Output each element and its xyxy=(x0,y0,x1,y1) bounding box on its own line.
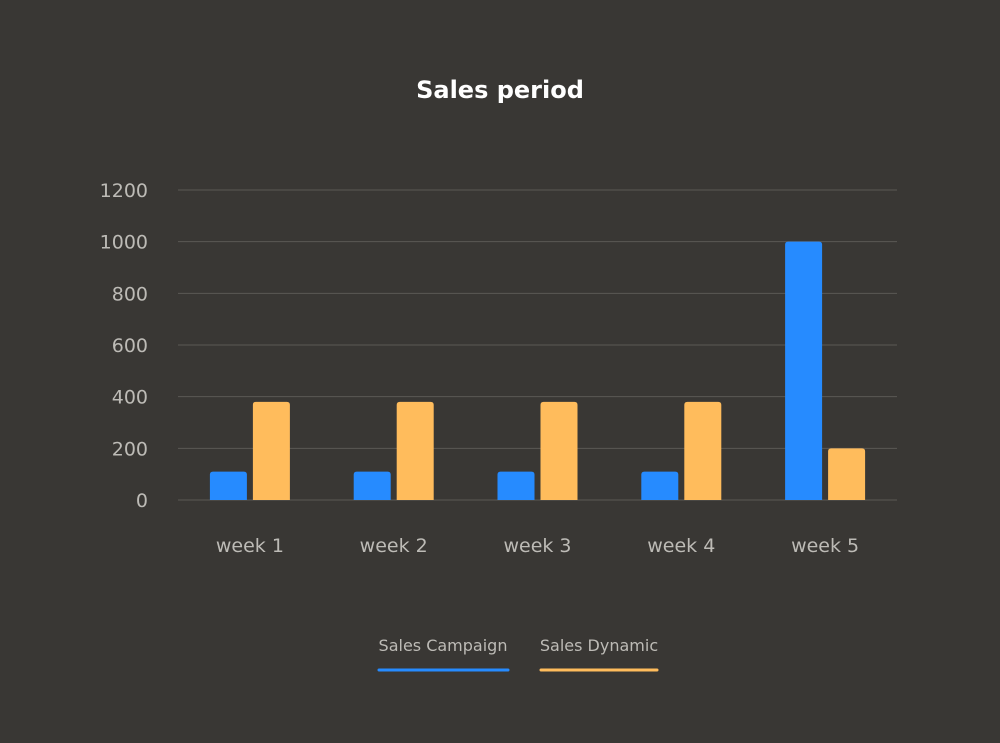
bars xyxy=(209,241,866,500)
x-tick-label: week 2 xyxy=(360,535,428,557)
bar-sales-campaign-week-5 xyxy=(785,241,823,500)
bar-sales-campaign-week-1 xyxy=(209,471,247,500)
legend-item-sales-dynamic: Sales Dynamic xyxy=(539,636,659,672)
legend-label: Sales Dynamic xyxy=(540,636,658,655)
y-tick-label: 800 xyxy=(112,283,148,305)
legend-label: Sales Campaign xyxy=(379,636,508,655)
y-tick-label: 0 xyxy=(136,490,148,512)
x-tick-label: week 3 xyxy=(503,535,571,557)
legend-item-sales-campaign: Sales Campaign xyxy=(377,636,510,672)
bar-sales-campaign-week-4 xyxy=(641,471,679,500)
y-tick-label: 1200 xyxy=(100,180,148,202)
y-tick-label: 400 xyxy=(112,387,148,409)
bar-sales-dynamic-week-1 xyxy=(252,401,290,500)
y-tick-label: 600 xyxy=(112,335,148,357)
bar-sales-dynamic-week-3 xyxy=(540,401,578,500)
y-tick-label: 1000 xyxy=(100,232,148,254)
bar-sales-campaign-week-3 xyxy=(497,471,535,500)
bar-sales-dynamic-week-5 xyxy=(828,448,866,500)
chart-title: Sales period xyxy=(416,76,584,104)
grid-layer xyxy=(178,189,897,501)
y-axis: 0 200 400 600 800 1000 1200 xyxy=(100,180,148,512)
legend: Sales Campaign Sales Dynamic xyxy=(377,636,659,672)
x-axis: week 1 week 2 week 3 week 4 week 5 xyxy=(216,535,859,557)
x-tick-label: week 5 xyxy=(791,535,859,557)
x-tick-label: week 1 xyxy=(216,535,284,557)
bar-sales-dynamic-week-2 xyxy=(396,401,434,500)
x-tick-label: week 4 xyxy=(647,535,715,557)
bar-sales-dynamic-week-4 xyxy=(684,401,722,500)
bar-sales-campaign-week-2 xyxy=(353,471,391,500)
y-tick-label: 200 xyxy=(112,438,148,460)
